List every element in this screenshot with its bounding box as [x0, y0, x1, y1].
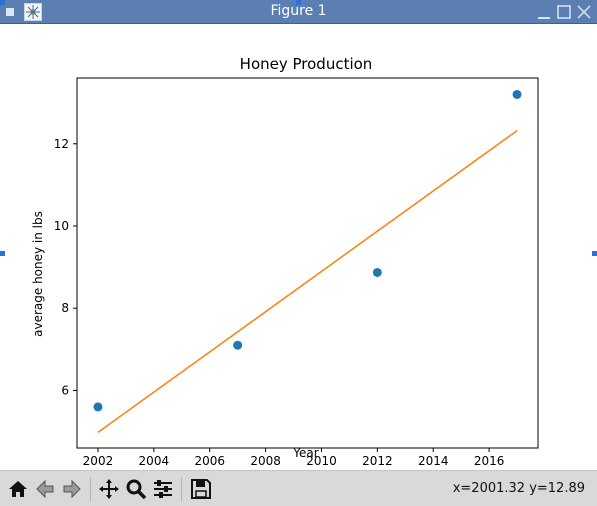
close-icon[interactable]	[576, 4, 592, 20]
x-tick-label: 2016	[474, 454, 505, 468]
cursor-coordinates: x=2001.32 y=12.89	[452, 481, 585, 496]
y-axis-label: average honey in lbs	[31, 211, 45, 337]
resize-handle-right[interactable]	[592, 251, 597, 256]
regression-line	[97, 130, 518, 433]
maximize-icon[interactable]	[556, 4, 572, 20]
resize-handle-top-left[interactable]	[0, 0, 5, 5]
figure-canvas[interactable]: Honey Production 2002 2004 2006 2008 2010 201…	[0, 24, 597, 470]
y-tick-label: 10	[54, 219, 69, 233]
chart: Honey Production 2002 2004 2006 2008 2010 201…	[31, 55, 539, 468]
data-point	[372, 267, 382, 277]
navigation-toolbar: x=2001.32 y=12.89	[0, 470, 597, 506]
data-point	[93, 402, 103, 412]
plot-area	[76, 77, 539, 449]
y-axis: 6 8 10 12	[54, 137, 77, 397]
resize-handle-top[interactable]	[296, 0, 301, 5]
minimize-icon[interactable]	[536, 4, 552, 20]
x-tick-label: 2002	[83, 454, 114, 468]
data-point	[512, 89, 522, 99]
x-axis-label: Year	[292, 446, 318, 460]
y-tick-label: 8	[61, 301, 69, 315]
x-tick-label: 2008	[250, 454, 281, 468]
y-tick-label: 12	[54, 137, 69, 151]
y-tick-label: 6	[61, 383, 69, 397]
forward-arrow-icon[interactable]	[60, 477, 84, 501]
window-title: Figure 1	[270, 3, 327, 19]
x-tick-label: 2006	[194, 454, 225, 468]
configure-subplots-icon[interactable]	[151, 477, 175, 501]
save-floppy-icon[interactable]	[189, 477, 213, 501]
toolbar-separator	[181, 477, 182, 501]
x-tick-label: 2012	[362, 454, 393, 468]
zoom-magnifier-icon[interactable]	[124, 477, 148, 501]
home-icon[interactable]	[6, 477, 30, 501]
x-tick-label: 2004	[139, 454, 170, 468]
x-tick-label: 2014	[418, 454, 449, 468]
chart-title: Honey Production	[240, 55, 373, 73]
matplotlib-figure-icon	[24, 3, 42, 21]
x-axis: 2002 2004 2006 2008 2010 2012 2014 2016	[83, 448, 505, 468]
back-arrow-icon[interactable]	[33, 477, 57, 501]
resize-handle-left[interactable]	[0, 251, 5, 256]
data-point	[233, 340, 243, 350]
x-tick-label: 2010	[306, 454, 337, 468]
data-series	[93, 89, 522, 433]
toolbar-separator	[90, 477, 91, 501]
pan-move-icon[interactable]	[97, 477, 121, 501]
window-menu-icon[interactable]	[6, 8, 14, 16]
